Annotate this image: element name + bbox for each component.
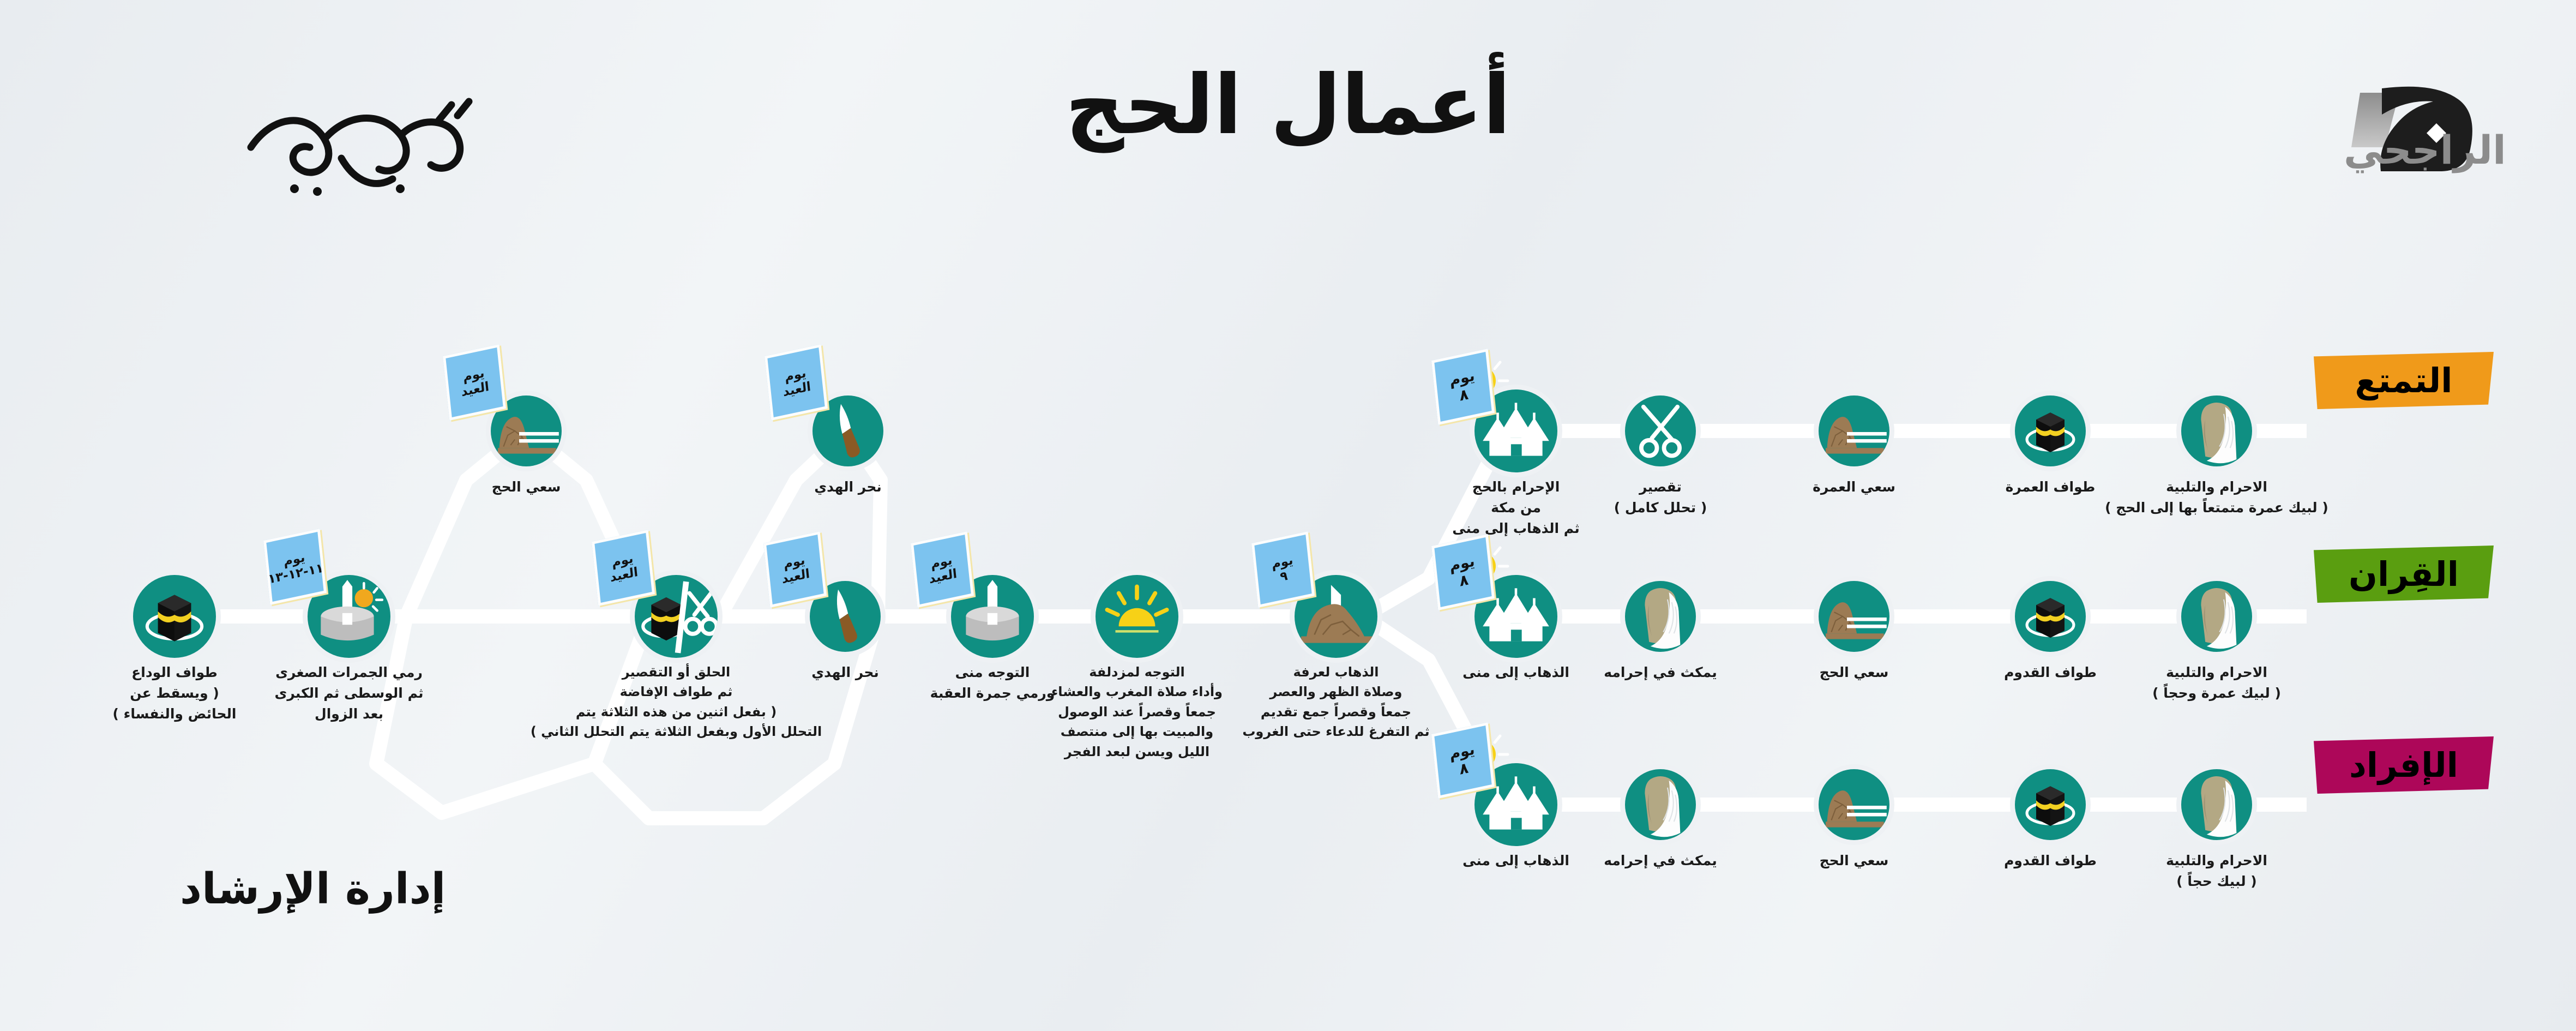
node-label: طواف الوداع ( ويسقط عن الحائض والنفساء ) (112, 664, 237, 722)
day-badge-eid: يوم العيد (442, 344, 507, 421)
node-label: طواف القدوم (2004, 664, 2097, 680)
node-label: الاحرام والتلبية ( لبيك حجاً ) (2166, 853, 2267, 889)
node-label: الذهاب إلى منى (1462, 664, 1569, 680)
banner-label: القِران (2349, 554, 2459, 594)
day-badge-eid: يوم العيد (764, 344, 828, 421)
day-badge-line2: ٨ (1458, 386, 1470, 405)
node-label: تقصير ( تحلل كامل ) (1614, 479, 1707, 516)
day-badge-line1: يوم (1448, 367, 1476, 389)
ihram-icon (2181, 769, 2252, 840)
day-badge-line1: يوم (1448, 741, 1476, 763)
node-label: يمكث في إحرامه (1604, 853, 1717, 868)
day-badge-11-12-13: يوم ١١-١٢-١٣ (263, 528, 327, 606)
department-label: إدارة الإرشاد (180, 865, 446, 914)
safa-marwa-icon (1819, 395, 1889, 466)
node-label: سعي الحج (1819, 853, 1889, 868)
day-badge-line1: يوم (1448, 553, 1476, 575)
banner-tamattu[interactable]: التمتع (2314, 352, 2494, 409)
node-label: طواف العمرة (2005, 479, 2096, 495)
node-label: يمكث في إحرامه (1604, 664, 1717, 680)
day-badge-eid: يوم العيد (591, 529, 655, 607)
node-label: الاحرام والتلبية ( لبيك عمرة وحجاً ) (2152, 664, 2281, 701)
day-badge-8: يوم ٨ (1431, 722, 1495, 799)
node-label: الإحرام بالحج من مكة ثم الذهاب إلى منى (1452, 479, 1580, 536)
banner-label: التمتع (2355, 361, 2453, 400)
node-label: التوجه منى ورمي جمرة العقبة (930, 664, 1055, 701)
banner-label: الإفراد (2349, 745, 2459, 785)
sunrise-icon (1096, 575, 1178, 658)
kaaba-icon (2015, 395, 2086, 466)
node-label: سعي العمرة (1813, 479, 1895, 495)
node-label: نحر الهدي (814, 479, 882, 495)
day-badge-line1: يوم (1271, 553, 1294, 572)
hajj-calligraphy-logo (213, 82, 518, 207)
node-label: الذهاب لعرفة وصلاة الظهر والعصر جمعاً وق… (1242, 664, 1430, 740)
safa-marwa-icon (1819, 581, 1889, 652)
node-label: الحلق أو التقصير ثم طواف الإفاضة ( بفعل … (530, 664, 822, 740)
brand-wordmark: الراجحي (2344, 127, 2506, 173)
node-label: التوجه لمزدلفة وأداء صلاة المغرب والعشاء… (1051, 664, 1223, 759)
day-badge-eid: يوم العيد (763, 531, 827, 608)
safa-marwa-icon (1819, 769, 1889, 840)
day-badge-line2: ٩ (1279, 568, 1289, 585)
ihram-icon (2181, 395, 2252, 466)
node-label: الاحرام والتلبية ( لبيك عمرة متمتعاً بها… (2105, 479, 2328, 516)
day-badge-8: يوم ٨ (1431, 348, 1495, 425)
day-badge-9: يوم ٩ (1251, 531, 1315, 608)
node-label: نحر الهدي (811, 664, 879, 680)
kaaba-icon (2015, 581, 2086, 652)
kaaba-icon (133, 575, 216, 658)
day-badge-eid: يوم العيد (910, 531, 974, 608)
ihram-icon (1625, 581, 1696, 652)
ihram-icon (2181, 581, 2252, 652)
page-title: أعمال الحج (1065, 58, 1511, 153)
day-badge-line2: ٨ (1458, 759, 1470, 778)
kaaba-icon (2015, 769, 2086, 840)
al-rajhi-logo: الراجحي (2143, 76, 2506, 185)
ihram-icon (1625, 769, 1696, 840)
node-label: سعي الحج (491, 479, 561, 495)
node-label: طواف القدوم (2004, 853, 2097, 868)
day-badge-8: يوم ٨ (1431, 534, 1495, 611)
day-badge-line2: ٨ (1458, 571, 1470, 590)
banner-qiran[interactable]: القِران (2314, 546, 2494, 603)
node-label: سعي الحج (1819, 664, 1889, 680)
scissors-icon (1625, 395, 1696, 466)
banner-ifrad[interactable]: الإفراد (2314, 736, 2494, 794)
node-label: الذهاب إلى منى (1462, 853, 1569, 868)
node-label: رمي الجمرات الصغرى ثم الوسطى ثم الكبرى ب… (274, 664, 424, 722)
